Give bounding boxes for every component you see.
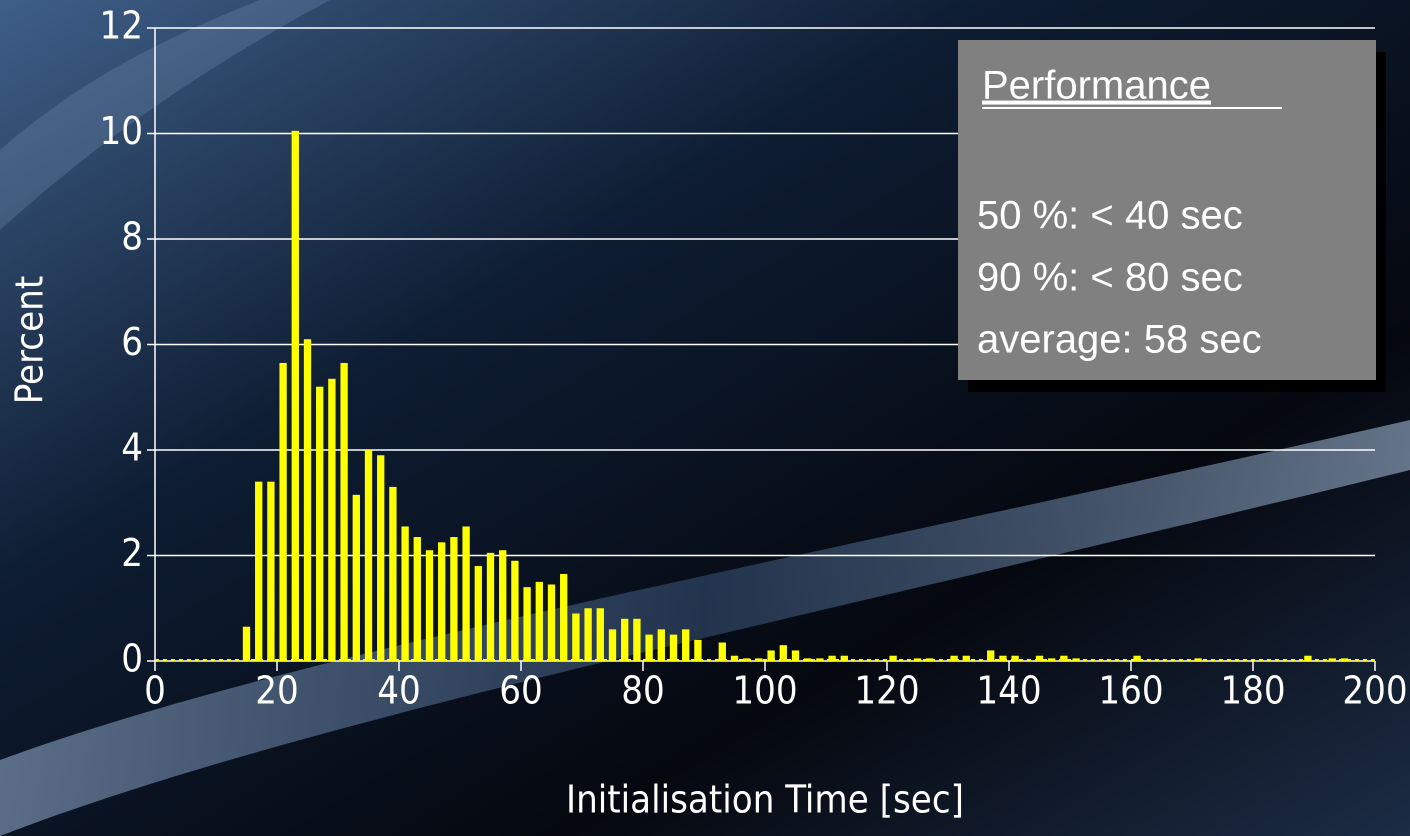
bar xyxy=(1060,656,1067,661)
bar xyxy=(450,537,457,661)
bar xyxy=(658,629,665,661)
bar xyxy=(511,561,518,661)
bar xyxy=(328,379,335,661)
bar xyxy=(1194,658,1201,661)
bar xyxy=(536,582,543,661)
bar xyxy=(267,482,274,661)
y-axis-title: Percent xyxy=(8,276,52,404)
bar xyxy=(914,658,921,661)
bar xyxy=(731,656,738,661)
y-tick-label: 6 xyxy=(121,320,143,364)
bar xyxy=(1329,658,1336,661)
bar xyxy=(755,658,762,661)
bar xyxy=(816,658,823,661)
bar xyxy=(987,650,994,661)
x-tick-label: 60 xyxy=(499,669,543,713)
bar xyxy=(645,635,652,661)
x-axis-title: Initialisation Time [sec] xyxy=(566,778,964,822)
bar xyxy=(804,658,811,661)
x-tick-label: 140 xyxy=(976,669,1041,713)
x-tick-label: 0 xyxy=(144,669,166,713)
bar xyxy=(889,656,896,661)
bar xyxy=(828,656,835,661)
bar xyxy=(279,363,286,661)
bar xyxy=(719,643,726,661)
x-tick-label: 180 xyxy=(1220,669,1285,713)
bar xyxy=(926,658,933,661)
bar xyxy=(841,656,848,661)
annotation-line: 50 %: < 40 sec xyxy=(977,194,1243,238)
bar xyxy=(999,656,1006,661)
bar xyxy=(340,363,347,661)
chart: 024681012020406080100120140160180200 Ini… xyxy=(0,0,1410,836)
bar xyxy=(560,574,567,661)
x-tick-label: 20 xyxy=(255,669,299,713)
bar xyxy=(414,537,421,661)
y-tick-label: 8 xyxy=(121,215,143,259)
bar xyxy=(1048,658,1055,661)
bar xyxy=(316,387,323,661)
bar xyxy=(426,550,433,661)
x-tick-label: 80 xyxy=(621,669,665,713)
bar xyxy=(963,656,970,661)
y-tick-label: 10 xyxy=(100,109,144,153)
bar xyxy=(670,635,677,661)
bar xyxy=(609,629,616,661)
bar xyxy=(694,640,701,661)
bar xyxy=(682,629,689,661)
bar xyxy=(499,550,506,661)
bar xyxy=(572,614,579,661)
bar xyxy=(633,619,640,661)
bar xyxy=(462,526,469,661)
annotation-line: 90 %: < 80 sec xyxy=(977,256,1243,300)
bar xyxy=(377,455,384,661)
bar xyxy=(950,656,957,661)
bar xyxy=(792,650,799,661)
bar xyxy=(438,542,445,661)
x-tick-label: 40 xyxy=(377,669,421,713)
x-tick-label: 200 xyxy=(1342,669,1407,713)
bar xyxy=(304,339,311,661)
bar xyxy=(621,619,628,661)
y-tick-label: 2 xyxy=(121,531,143,575)
bar xyxy=(597,608,604,661)
bar xyxy=(401,526,408,661)
y-tick-label: 12 xyxy=(100,4,144,48)
x-tick-label: 100 xyxy=(732,669,797,713)
bar xyxy=(389,487,396,661)
bar xyxy=(1133,656,1140,661)
annotation-line: average: 58 sec xyxy=(977,318,1262,362)
bar xyxy=(475,566,482,661)
bar xyxy=(487,553,494,661)
bar xyxy=(1011,656,1018,661)
bar xyxy=(767,650,774,661)
bar xyxy=(1036,656,1043,661)
bar xyxy=(584,608,591,661)
bar xyxy=(1304,656,1311,661)
x-tick-label: 120 xyxy=(854,669,919,713)
y-tick-label: 0 xyxy=(121,637,143,681)
bar xyxy=(523,587,530,661)
bar xyxy=(255,482,262,661)
bar xyxy=(743,658,750,661)
x-tick-label: 160 xyxy=(1098,669,1163,713)
bar xyxy=(1341,658,1348,661)
bar xyxy=(780,645,787,661)
bar xyxy=(353,495,360,661)
annotation-title: Performance xyxy=(982,64,1211,108)
y-tick-label: 4 xyxy=(121,426,143,470)
bar xyxy=(365,450,372,661)
bar xyxy=(548,585,555,661)
bar xyxy=(1072,658,1079,661)
bar xyxy=(243,627,250,661)
bar xyxy=(292,131,299,661)
